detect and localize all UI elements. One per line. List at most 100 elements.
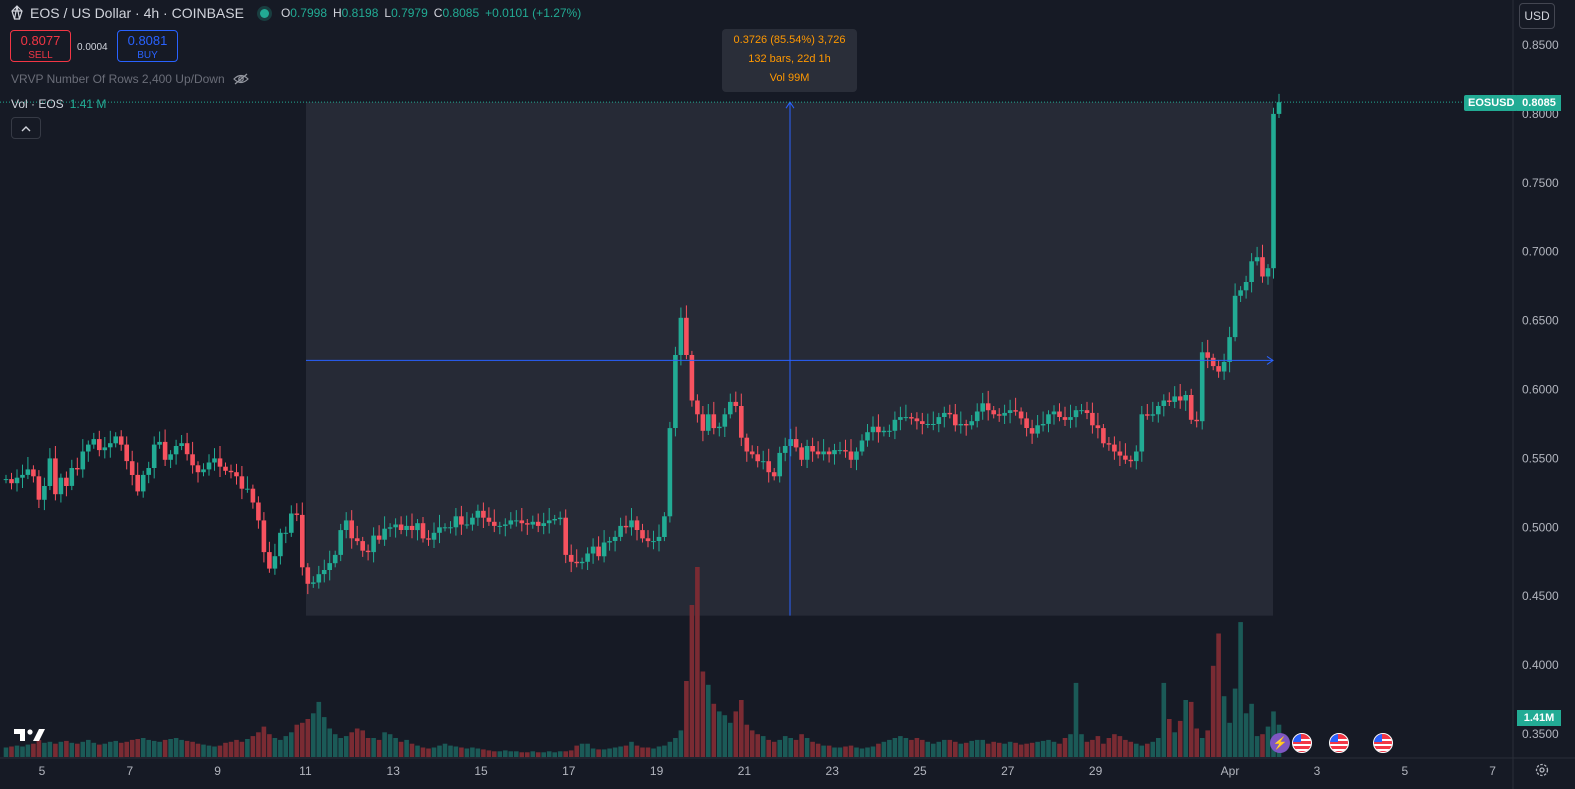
- candle-body: [623, 525, 629, 528]
- candle-body: [9, 479, 14, 484]
- candle-body: [1079, 410, 1084, 412]
- candle-body: [426, 538, 431, 540]
- volume-indicator-legend[interactable]: Vol · EOS 1.41 M: [11, 97, 106, 111]
- candle-body: [223, 466, 228, 471]
- candle-body: [689, 355, 695, 401]
- event-bolt-icon[interactable]: ⚡: [1270, 733, 1290, 753]
- candle-body: [162, 441, 168, 460]
- volume-bar: [1150, 741, 1156, 757]
- candle-body: [782, 446, 788, 453]
- candle-body: [179, 443, 184, 446]
- volume-bar: [184, 740, 190, 757]
- candle-body: [102, 447, 108, 451]
- us-flag-event-icon[interactable]: [1373, 733, 1393, 753]
- us-flag-event-icon[interactable]: [1329, 733, 1349, 753]
- candle-body: [91, 439, 97, 445]
- candle-body: [1073, 410, 1079, 418]
- volume-bar: [481, 749, 486, 757]
- sell-button[interactable]: 0.8077 SELL: [10, 30, 71, 62]
- tradingview-logo-icon[interactable]: [12, 727, 46, 743]
- currency-selector[interactable]: USD: [1519, 3, 1555, 29]
- candle-body: [442, 527, 448, 529]
- candle-body: [217, 458, 223, 467]
- volume-bar: [991, 741, 996, 757]
- volume-bar: [409, 743, 415, 757]
- volume-bar: [744, 724, 750, 757]
- volume-bar: [629, 741, 634, 757]
- candle-body: [585, 553, 590, 562]
- candle-body: [283, 532, 289, 534]
- volume-bar: [695, 567, 700, 757]
- volume-bar: [360, 730, 365, 757]
- volume-bar: [1232, 688, 1238, 757]
- us-flag-event-icon[interactable]: [1292, 733, 1312, 753]
- volume-bar: [755, 734, 760, 757]
- candle-body: [1238, 290, 1243, 296]
- candle-body: [974, 411, 980, 422]
- candle-body: [245, 488, 250, 490]
- candle-body: [371, 535, 376, 553]
- candle-body: [799, 447, 804, 460]
- collapse-legend-button[interactable]: [11, 117, 41, 139]
- candle-body: [815, 451, 821, 455]
- volume-bar: [332, 734, 338, 757]
- eye-hidden-icon[interactable]: [232, 73, 249, 85]
- market-status-icon: [259, 8, 269, 18]
- candle-body: [634, 520, 640, 530]
- volume-bar: [459, 747, 464, 757]
- candle-body: [530, 521, 536, 525]
- volume-bar: [1062, 738, 1068, 757]
- volume-bar: [365, 738, 371, 757]
- gear-icon[interactable]: [1534, 762, 1550, 778]
- candle-body: [618, 525, 623, 537]
- candle-body: [760, 461, 766, 463]
- volume-bar: [492, 751, 497, 757]
- candle-body: [1271, 113, 1276, 269]
- volume-bar: [1183, 700, 1188, 757]
- candle-body: [563, 517, 568, 555]
- buy-button[interactable]: 0.8081 BUY: [117, 30, 178, 62]
- volume-bar: [826, 745, 832, 757]
- candle-body: [1145, 414, 1150, 416]
- candle-body: [129, 461, 135, 475]
- candle-body: [1139, 414, 1145, 452]
- candle-body: [75, 468, 80, 470]
- volume-bar: [1167, 719, 1172, 757]
- volume-bar: [1117, 736, 1123, 757]
- volume-bar: [1013, 742, 1018, 758]
- candle-body: [168, 454, 173, 460]
- candle-body: [810, 446, 815, 452]
- price-tick-label: 0.8500: [1522, 38, 1559, 52]
- symbol-title[interactable]: EOS / US Dollar · 4h · COINBASE: [30, 5, 244, 21]
- high-value: 0.8198: [341, 6, 379, 20]
- volume-bar: [464, 748, 470, 758]
- volume-bar: [371, 738, 376, 757]
- volume-bar: [475, 748, 481, 758]
- volume-bar: [651, 748, 656, 758]
- candle-body: [360, 541, 365, 551]
- volume-bar: [404, 739, 409, 757]
- candle-body: [86, 444, 91, 452]
- volume-bar: [168, 739, 173, 758]
- candle-body: [1216, 366, 1221, 372]
- vrvp-indicator-legend[interactable]: VRVP Number Of Rows 2,400 Up/Down: [11, 72, 249, 86]
- time-tick-label: 25: [913, 764, 927, 778]
- candle-body: [936, 417, 942, 424]
- candle-body: [1194, 419, 1199, 422]
- candle-body: [1101, 428, 1106, 444]
- volume-bar: [327, 728, 332, 757]
- volume-bar: [722, 715, 728, 757]
- volume-bar: [1040, 740, 1046, 757]
- candle-body: [673, 355, 678, 428]
- volume-bar: [179, 739, 184, 757]
- volume-bar: [228, 741, 234, 757]
- volume-bar: [393, 738, 398, 757]
- price-tick-label: 0.7000: [1522, 245, 1559, 259]
- candle-body: [1134, 451, 1139, 462]
- candle-body: [470, 517, 475, 525]
- volume-bar: [1139, 745, 1145, 757]
- volume-bar: [442, 743, 448, 757]
- candle-body: [925, 424, 931, 425]
- volume-bar: [909, 739, 914, 757]
